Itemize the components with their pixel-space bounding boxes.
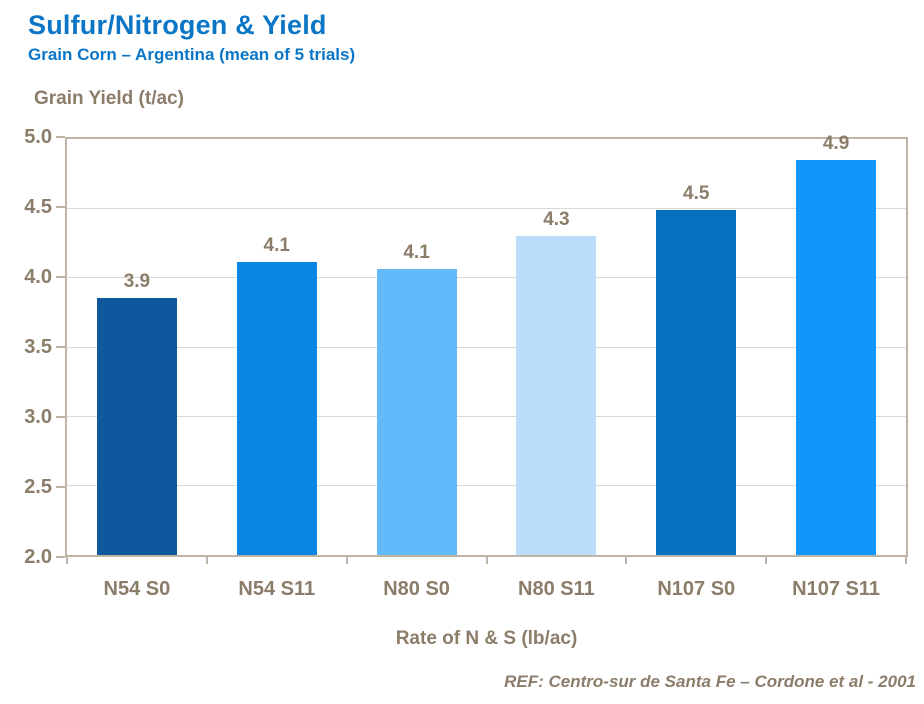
x-category-label: N54 S0 [103,578,171,600]
bar [796,159,877,555]
bar [376,269,457,555]
x-category-label: N54 S11 [238,578,316,600]
bar-value-label: 4.9 [822,132,850,154]
x-category-label: N107 S0 [657,578,736,600]
chart-title: Sulfur/Nitrogen & Yield [28,10,327,40]
bar-value-label: 4.1 [403,242,430,264]
gridline [67,415,906,417]
gridline [67,485,906,487]
gridline [67,346,906,348]
y-tick-label: 3.5 [24,336,52,358]
y-axis-title: Grain Yield (t/ac) [34,88,184,109]
bar [236,262,317,555]
x-category-label: N107 S11 [792,578,881,600]
bar [516,236,597,555]
y-tick-label: 5.0 [24,126,52,148]
x-tick-mark [205,556,208,564]
y-tick-mark [56,206,65,208]
y-tick-mark [56,486,65,488]
bar-value-label: 4.3 [543,209,570,231]
bar-value-label: 4.5 [683,182,710,204]
gridline [67,207,906,209]
y-tick-mark [56,276,65,278]
y-tick-label: 2.0 [24,546,52,568]
y-tick-label: 3.0 [24,406,52,428]
bar-value-label: 4.1 [263,235,290,257]
y-tick-label: 4.5 [24,196,52,218]
reference-text: REF: Centro-sur de Santa Fe – Cordone et… [504,672,916,691]
bar-value-label: 3.9 [123,271,151,293]
x-tick-mark [66,556,68,564]
x-tick-mark [765,556,768,564]
plot-area: 3.9 4.1 4.1 4.3 4.5 4.9 [65,133,908,557]
x-tick-mark [345,556,348,564]
y-tick-label: 4.0 [24,266,52,288]
y-tick-mark [56,136,65,138]
bar [96,298,177,555]
y-tick-mark [56,346,65,348]
x-tick-mark [625,556,628,564]
y-tick-mark [56,556,65,558]
bar [656,209,737,555]
gridline [67,277,906,279]
y-tick-mark [56,416,65,418]
chart-subtitle: Grain Corn – Argentina (mean of 5 trials… [28,45,356,64]
x-category-label: N80 S0 [383,578,450,600]
x-category-label: N80 S11 [518,578,595,600]
y-tick-label: 2.5 [24,476,52,498]
x-tick-mark [905,556,907,564]
x-tick-mark [485,556,488,564]
x-axis-title: Rate of N & S (lb/ac) [395,628,578,649]
